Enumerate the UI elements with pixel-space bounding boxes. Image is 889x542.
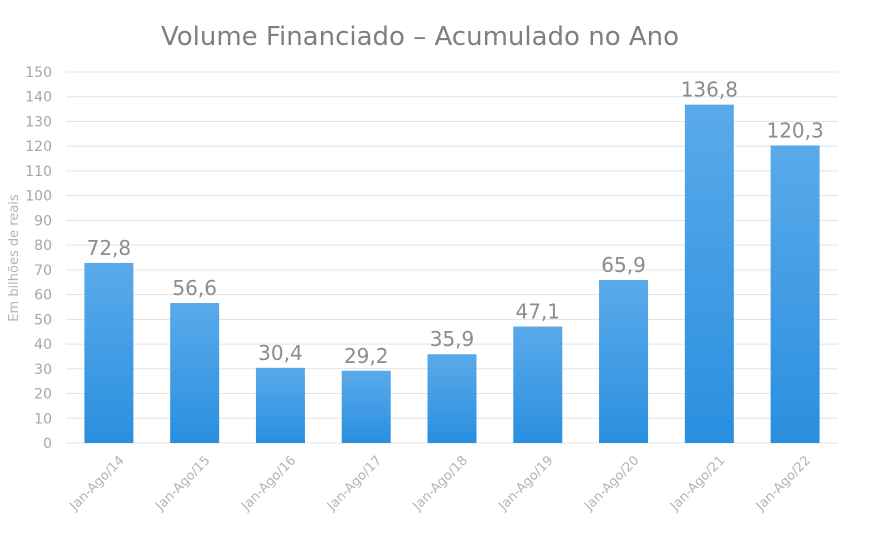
bar-Jan-Ago/19 xyxy=(513,326,563,443)
bar-Jan-Ago/16 xyxy=(255,367,305,443)
bar-Jan-Ago/21 xyxy=(684,104,734,443)
data-label: 56,6 xyxy=(172,276,217,300)
x-tick-label: Jan-Ago/19 xyxy=(495,453,556,514)
y-tick-label: 140 xyxy=(25,90,52,106)
x-tick-label: Jan-Ago/17 xyxy=(324,453,385,514)
y-tick-label: 10 xyxy=(34,411,52,427)
y-tick-label: 130 xyxy=(25,114,52,130)
y-tick-label: 20 xyxy=(34,387,52,403)
bars xyxy=(84,104,820,443)
y-tick-label: 70 xyxy=(34,263,52,279)
y-tick-label: 110 xyxy=(25,164,52,180)
x-tick-label: Jan-Ago/14 xyxy=(67,453,128,514)
x-tick-label: Jan-Ago/22 xyxy=(753,453,814,514)
y-tick-label: 30 xyxy=(34,362,52,378)
x-axis-labels: Jan-Ago/14 Jan-Ago/15 Jan-Ago/16 Jan-Ago/17… xyxy=(67,453,814,514)
chart-title: Volume Financiado – Acumulado no Ano xyxy=(160,22,680,52)
data-label: 29,2 xyxy=(344,344,389,368)
y-tick-label: 40 xyxy=(34,337,52,353)
bar-Jan-Ago/17 xyxy=(341,370,391,443)
y-tick-label: 0 xyxy=(43,436,52,452)
data-labels: 72,8 56,6 30,4 29,2 35,9 47,1 65,9 136,8 120,3 xyxy=(87,78,824,368)
x-tick-label: Jan-Ago/20 xyxy=(581,453,642,514)
y-tick-label: 120 xyxy=(25,139,52,155)
y-tick-label: 90 xyxy=(34,213,52,229)
y-tick-label: 60 xyxy=(34,288,52,304)
y-axis-title: Em bilhões de reais xyxy=(7,194,22,322)
data-label: 120,3 xyxy=(766,118,823,142)
bar-Jan-Ago/14 xyxy=(84,262,134,443)
bar-Jan-Ago/15 xyxy=(170,303,220,443)
data-label: 136,8 xyxy=(681,78,738,102)
data-label: 47,1 xyxy=(516,300,561,324)
data-label: 35,9 xyxy=(430,327,475,351)
x-tick-label: Jan-Ago/15 xyxy=(152,453,213,514)
y-tick-label: 150 xyxy=(25,65,52,81)
data-label: 30,4 xyxy=(258,341,303,365)
y-axis-ticks: 0 10 20 30 40 50 60 70 80 90 100 110 120 130 140 150 xyxy=(25,65,52,452)
x-tick-label: Jan-Ago/16 xyxy=(238,453,299,514)
bar-Jan-Ago/18 xyxy=(427,354,477,443)
bar-Jan-Ago/22 xyxy=(770,145,820,443)
bar-Jan-Ago/20 xyxy=(599,280,649,443)
data-label: 65,9 xyxy=(601,253,646,277)
y-tick-label: 100 xyxy=(25,189,52,205)
y-tick-label: 50 xyxy=(34,312,52,328)
data-label: 72,8 xyxy=(87,236,132,260)
x-tick-label: Jan-Ago/21 xyxy=(667,453,728,514)
y-tick-label: 80 xyxy=(34,238,52,254)
x-tick-label: Jan-Ago/18 xyxy=(410,453,471,514)
